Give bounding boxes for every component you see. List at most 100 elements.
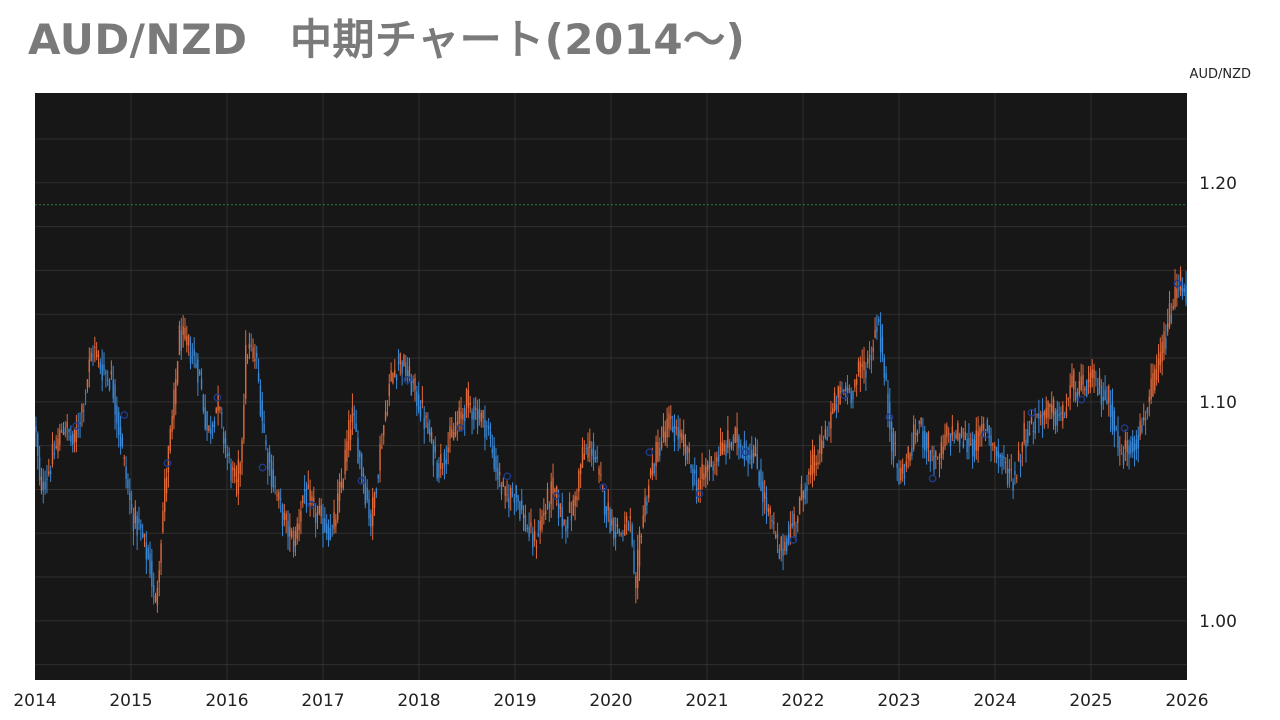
candle-body [819, 436, 821, 454]
candle-body [824, 429, 827, 438]
candle-body [896, 463, 898, 468]
candle-body [206, 411, 208, 431]
candle-body [714, 463, 716, 466]
candle-body [384, 411, 387, 420]
candle-body [265, 440, 267, 446]
candle-body [876, 326, 878, 332]
candle-body [320, 505, 322, 517]
candle-body [408, 366, 411, 378]
candle-body [995, 446, 998, 457]
candle-body [1154, 368, 1156, 391]
candle-body [506, 494, 508, 496]
candle-body [694, 469, 696, 474]
y-tick-label: 1.10 [1199, 393, 1237, 413]
candle-body [1143, 417, 1145, 421]
candle-body [642, 515, 644, 528]
candle-body [627, 522, 630, 531]
candle-body [237, 459, 240, 495]
candle-body [145, 542, 148, 560]
candle-body [1006, 468, 1009, 485]
candle-body [1067, 398, 1070, 400]
candle-body [360, 453, 363, 476]
candle-body [430, 431, 433, 442]
x-tick-label: 2026 [1165, 691, 1208, 711]
candle-body [1038, 413, 1040, 419]
candle-body [390, 370, 392, 382]
candle-body [1120, 452, 1123, 454]
candle-body [417, 394, 420, 411]
candle-body [734, 427, 736, 444]
candle-body [267, 452, 269, 470]
candle-body [151, 560, 153, 587]
candle-body [94, 346, 96, 349]
candle-body [463, 407, 466, 422]
candle-body [900, 467, 902, 481]
candle-body [881, 336, 884, 355]
candle-body [414, 378, 416, 390]
x-tick-label: 2018 [397, 691, 440, 711]
candle-body [97, 355, 100, 358]
candle-body [90, 352, 92, 362]
candle-body [37, 434, 39, 457]
candle-body [705, 466, 707, 478]
candle-body [565, 526, 567, 532]
candle-body [221, 412, 223, 414]
candle-body [241, 439, 243, 463]
chart-marker [456, 424, 465, 433]
candle-body [970, 444, 972, 446]
candle-body [579, 464, 582, 475]
candle-body [427, 422, 429, 434]
candlestick-series [35, 266, 1187, 613]
candle-body [955, 433, 957, 439]
x-tick-label: 2019 [493, 691, 536, 711]
candle-body [730, 443, 733, 449]
candle-body [959, 434, 961, 445]
candle-body [636, 549, 639, 588]
candle-body [763, 492, 766, 499]
candle-body [101, 364, 103, 381]
candle-body [195, 363, 197, 368]
candle-body [259, 385, 262, 416]
candle-body [786, 538, 788, 551]
candle-body [879, 325, 882, 352]
candle-body [1052, 399, 1055, 416]
candle-body [1019, 460, 1022, 463]
candle-body [252, 347, 254, 359]
candle-body [171, 415, 173, 433]
candle-body [841, 390, 843, 392]
candle-body [1117, 430, 1119, 449]
candle-body [189, 351, 192, 364]
candle-body [480, 413, 482, 422]
candle-body [717, 454, 720, 462]
candle-body [548, 503, 551, 509]
candle-body [333, 511, 335, 530]
candle-body [79, 422, 81, 425]
candle-body [648, 485, 650, 499]
candle-body [828, 423, 830, 425]
candle-body [883, 357, 885, 379]
candle-body [285, 514, 287, 520]
candle-body [1003, 456, 1005, 459]
candle-body [701, 463, 703, 479]
candle-body [134, 506, 136, 524]
candle-body [914, 432, 917, 435]
candle-body [852, 390, 854, 400]
candle-body [767, 508, 770, 512]
candle-body [887, 393, 889, 415]
candle-body [721, 442, 724, 455]
candle-body [664, 431, 666, 443]
candle-body [162, 510, 164, 533]
candle-body [279, 498, 282, 500]
chart-marker [163, 459, 172, 468]
candle-body [222, 432, 225, 444]
candle-body [1069, 385, 1071, 399]
candle-body [476, 409, 479, 428]
candle-body [121, 437, 124, 447]
candle-body [337, 493, 339, 520]
candle-body [1005, 462, 1007, 464]
candle-body [322, 517, 324, 534]
candle-body [230, 463, 232, 482]
candle-body [1086, 380, 1088, 397]
candle-body [502, 480, 505, 487]
candle-body [399, 353, 401, 365]
